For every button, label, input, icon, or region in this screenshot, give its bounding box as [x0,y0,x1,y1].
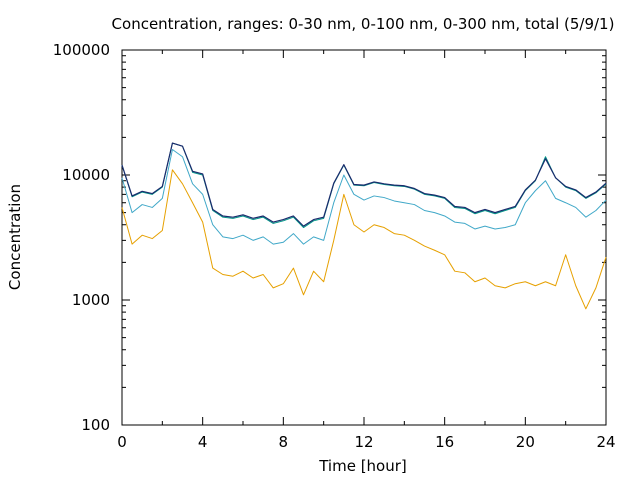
y-tick-labels: 100 1000 10000 100000 [53,41,110,434]
ticks [122,50,606,425]
y-axis-label: Concentration [6,184,24,290]
series-line-2 [121,148,607,245]
x-tick-label: 16 [435,433,454,451]
series-group [121,142,607,310]
x-tick-labels: 0 4 8 12 16 20 24 [117,433,615,451]
y-tick-label: 10000 [62,166,110,184]
y-tick-label: 100000 [53,41,110,59]
x-axis-label: Time [hour] [318,457,407,475]
x-tick-label: 8 [279,433,289,451]
chart-title: Concentration, ranges: 0-30 nm, 0-100 nm… [112,15,615,33]
series-line-1 [121,169,607,310]
series-line-4 [121,142,607,227]
x-tick-label: 12 [354,433,373,451]
x-tick-label: 20 [516,433,535,451]
y-tick-label: 100 [81,416,110,434]
x-tick-label: 24 [596,433,615,451]
x-tick-label: 0 [117,433,127,451]
y-tick-label: 1000 [72,291,110,309]
x-tick-label: 4 [198,433,208,451]
plot-frame [121,49,607,426]
